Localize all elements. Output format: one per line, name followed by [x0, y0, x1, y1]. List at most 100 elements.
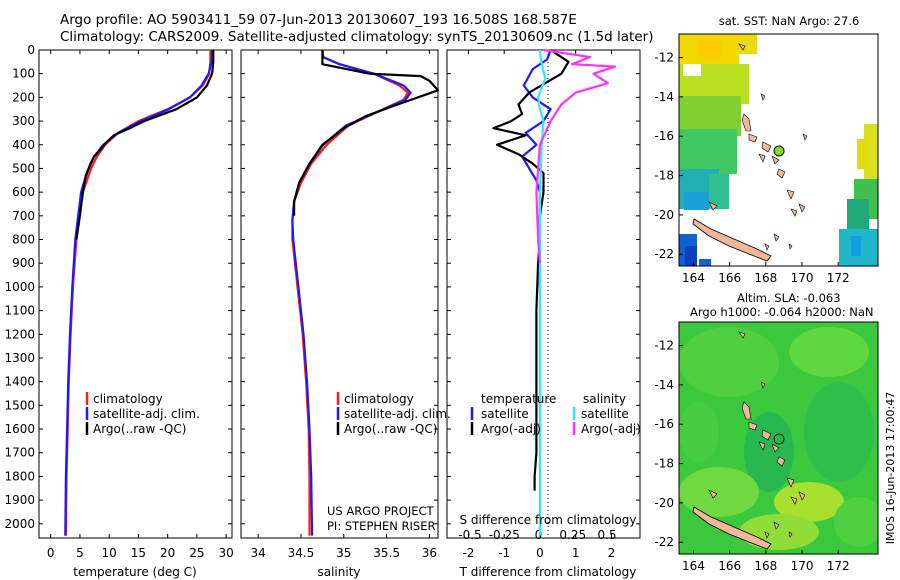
legend-label-argo: Argo(..raw -QC)	[93, 422, 186, 436]
y-tick-label: 300	[12, 114, 35, 128]
legend-label-satellite: satellite-adj. clim.	[344, 407, 451, 421]
map-y-tick-label: -22	[654, 535, 674, 549]
x-tick-label: 10	[102, 546, 117, 560]
x-tick-label: 15	[131, 546, 146, 560]
x-tick-label: 2	[608, 546, 616, 560]
difference-xlabel-top: S difference from climatology	[460, 513, 637, 527]
map-x-tick-label: 168	[754, 559, 777, 573]
series-line-argo-raw-qc-	[293, 50, 440, 216]
sla-map-title-2: Argo h1000: -0.064 h2000: NaN	[690, 305, 874, 319]
map-x-tick-label: 172	[827, 271, 850, 285]
salinity-legend: climatology satellite-adj. clim. Argo(..…	[336, 392, 451, 436]
legend-label-climatology: climatology	[344, 392, 414, 406]
map-y-tick-label: -20	[654, 496, 674, 510]
salinity-plot: 34 34.5 35 35.5 36	[241, 49, 440, 560]
series-line-argo-adj-	[535, 48, 617, 264]
x-tick-label: 20	[160, 546, 175, 560]
x-tick-label: -2	[462, 546, 474, 560]
map-y-tick-label: -22	[654, 247, 674, 261]
y-tick-label: 500	[12, 161, 35, 175]
y-tick-label: 1700	[4, 446, 35, 460]
y-tick-label: 1200	[4, 327, 35, 341]
map-y-tick-label: -16	[654, 129, 674, 143]
y-tick-label: 900	[12, 256, 35, 270]
header-line-2: Climatology: CARS2009. Satellite-adjuste…	[60, 29, 654, 45]
map-y-tick-label: -16	[654, 417, 674, 431]
sst-map-canvas	[679, 34, 878, 266]
map-y-tick-label: -14	[654, 378, 674, 392]
map-x-tick-label: 166	[718, 559, 741, 573]
difference-plot: -2 -1 0 1 2 -0.5 -0.25 0 0.25 0.5	[447, 48, 640, 560]
x-top-tick-label: -0.25	[489, 528, 520, 542]
y-tick-label: 2000	[4, 517, 35, 531]
x-top-tick-label: 0.25	[559, 528, 586, 542]
salinity-plot-frame	[240, 49, 439, 539]
map-y-tick-label: -12	[654, 51, 674, 65]
series-line-satellite	[536, 49, 547, 536]
sla-map-title-1: Altim. SLA: -0.063	[737, 291, 841, 305]
legend-label-argo: Argo(..raw -QC)	[344, 422, 437, 436]
y-tick-label: 600	[12, 185, 35, 199]
legend-label-s-argo: Argo(-adj)	[581, 422, 641, 436]
map-y-tick-label: -14	[654, 90, 674, 104]
legend-header-temperature: temperature	[481, 392, 556, 406]
x-tick-label: 35.5	[373, 546, 400, 560]
x-tick-label: 5	[76, 546, 84, 560]
map-x-tick-label: 168	[754, 271, 777, 285]
x-tick-label: 25	[189, 546, 204, 560]
x-tick-label: 35	[336, 546, 351, 560]
x-top-tick-label: -0.5	[458, 528, 481, 542]
map-x-tick-label: 170	[791, 271, 814, 285]
argo-position-marker	[773, 145, 785, 157]
y-tick-label: 1400	[4, 375, 35, 389]
y-tick-label: 200	[12, 90, 35, 104]
y-tick-label: 1500	[4, 398, 35, 412]
y-tick-label: 1800	[4, 469, 35, 483]
map-axis-ticks: 164 166 168 170 172 -12 -14 -16 -18 -20 -22 164 166 1…	[654, 51, 849, 573]
y-tick-label: 1100	[4, 304, 35, 318]
y-tick-label: 400	[12, 138, 35, 152]
map-x-tick-label: 172	[827, 559, 850, 573]
argo-position-marker	[773, 433, 785, 445]
y-tick-label: 100	[12, 67, 35, 81]
y-tick-label: 800	[12, 233, 35, 247]
legend-label-satellite: satellite-adj. clim.	[93, 407, 200, 421]
series-line-argo-raw-qc-	[75, 50, 215, 240]
temperature-plot: 0 100 200 300 400 500 600 700 800 900 1000 1100 1200…	[4, 43, 233, 560]
legend-label-t-argo: Argo(-adj)	[481, 422, 541, 436]
temperature-xlabel: temperature (deg C)	[73, 565, 196, 579]
map-x-tick-label: 170	[791, 559, 814, 573]
map-y-tick-label: -20	[654, 208, 674, 222]
imos-credit: IMOS 16-Jun-2013 17:00:47	[884, 392, 897, 545]
y-tick-label: 0	[27, 43, 35, 57]
temperature-plot-frame	[38, 49, 233, 539]
map-x-tick-label: 166	[718, 271, 741, 285]
header-line-1: Argo profile: AO 5903411_59 07-Jun-2013 …	[60, 12, 577, 28]
difference-legend: temperature salinity satellite Argo(-adj…	[470, 392, 641, 436]
map-y-tick-label: -18	[654, 169, 674, 183]
x-tick-label: 34	[250, 546, 265, 560]
project-credit: US ARGO PROJECT	[327, 504, 435, 518]
y-tick-label: 1000	[4, 280, 35, 294]
sst-map-title: sat. SST: NaN Argo: 27.6	[719, 14, 860, 28]
sla-map: Altim. SLA: -0.063 Argo h1000: -0.064 h2…	[678, 291, 879, 555]
y-tick-label: 1300	[4, 351, 35, 365]
legend-label-climatology: climatology	[93, 392, 163, 406]
y-tick-label: 1900	[4, 493, 35, 507]
x-tick-label: 0	[536, 546, 544, 560]
x-top-tick-label: 0.5	[597, 528, 616, 542]
salinity-xlabel: salinity	[317, 565, 360, 579]
legend-label-t-satellite: satellite	[481, 407, 529, 421]
legend-label-s-satellite: satellite	[581, 407, 629, 421]
series-line-satellite	[520, 49, 552, 287]
temperature-legend: climatology satellite-adj. clim. Argo(..…	[85, 392, 200, 436]
y-tick-label: 700	[12, 209, 35, 223]
pi-credit: PI: STEPHEN RISER	[327, 519, 436, 533]
map-x-tick-label: 164	[682, 271, 705, 285]
sla-map-frame	[678, 321, 879, 555]
x-top-tick-label: 0	[535, 528, 543, 542]
y-tick-label: 1600	[4, 422, 35, 436]
x-tick-label: 1	[572, 546, 580, 560]
sst-map: sat. SST: NaN Argo: 27.6	[678, 14, 879, 267]
